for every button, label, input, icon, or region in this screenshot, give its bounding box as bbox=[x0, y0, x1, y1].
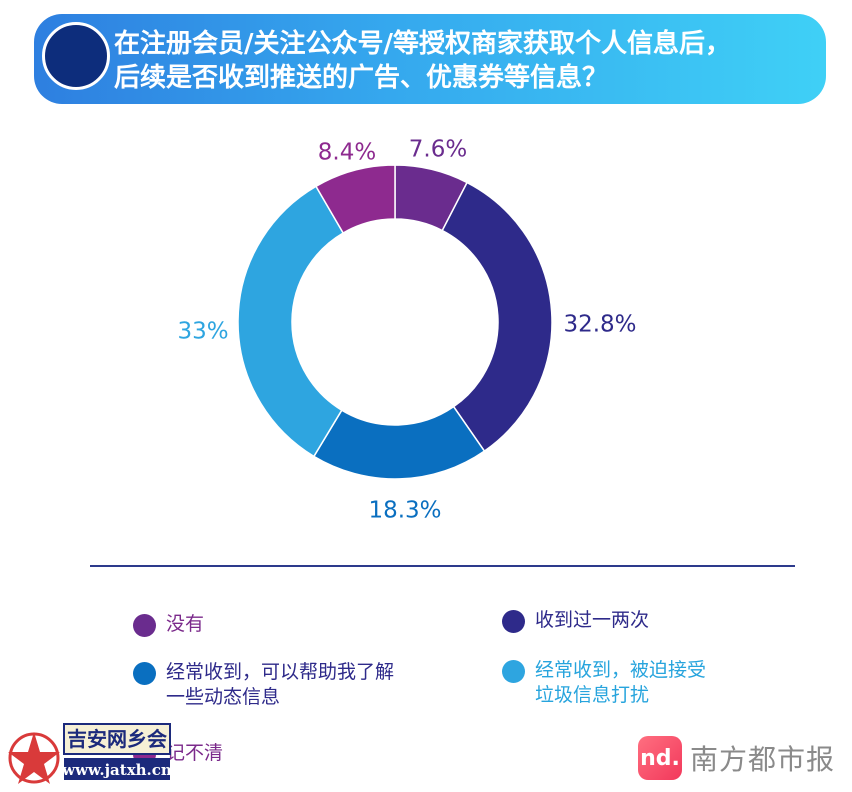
slice-percent-label: 18.3% bbox=[368, 498, 441, 524]
legend-swatch bbox=[502, 610, 525, 633]
legend-label-line1: 经常收到，可以帮助我了解 bbox=[166, 661, 395, 683]
header-badge bbox=[42, 22, 110, 90]
watermark-site-text: 吉安网乡会 bbox=[67, 727, 167, 751]
brand-logo: nd. 南方都市报 bbox=[638, 736, 835, 780]
legend-item-once-twice: 收到过一两次 bbox=[502, 608, 785, 633]
donut-slice bbox=[312, 405, 486, 480]
donut-slice bbox=[237, 185, 345, 458]
legend-label-line2: 垃圾信息打扰 bbox=[535, 684, 650, 706]
header-banner: 在注册会员/关注公众号/等授权商家获取个人信息后， 后续是否收到推送的广告、优惠… bbox=[34, 14, 826, 104]
slice-percent-label: 32.8% bbox=[563, 312, 636, 338]
slice-percent-label: 33% bbox=[177, 319, 228, 345]
legend-swatch bbox=[133, 662, 156, 685]
legend-label: 没有 bbox=[166, 613, 205, 635]
legend-label: 记不清 bbox=[166, 742, 224, 764]
brand-name: 南方都市报 bbox=[690, 743, 836, 776]
legend-label: 经常收到，被迫接受 垃圾信息打扰 bbox=[535, 658, 785, 708]
legend-item-often-helpful: 经常收到，可以帮助我了解 一些动态信息 bbox=[133, 660, 416, 710]
legend-label-line2: 一些动态信息 bbox=[166, 686, 281, 708]
donut-chart: 7.6% 32.8% 18.3% 33% 8.4% bbox=[177, 137, 636, 524]
legend-item-none: 没有 bbox=[133, 612, 416, 637]
brand-mark: nd. bbox=[638, 736, 682, 780]
donut-slice bbox=[314, 164, 396, 235]
title-line-1: 在注册会员/关注公众号/等授权商家获取个人信息后， bbox=[114, 29, 731, 59]
legend-item-often-spam: 经常收到，被迫接受 垃圾信息打扰 bbox=[502, 658, 785, 708]
slice-percent-label: 7.6% bbox=[409, 137, 467, 163]
watermark-url: www.jatxh.cn bbox=[61, 761, 172, 779]
legend-label-line1: 经常收到，被迫接受 bbox=[535, 659, 707, 681]
donut-slice bbox=[441, 181, 553, 453]
slice-percent-label: 8.4% bbox=[318, 140, 376, 166]
legend-swatch bbox=[502, 660, 525, 683]
divider bbox=[90, 565, 795, 567]
title-line-2: 后续是否收到推送的广告、优惠券等信息？ bbox=[114, 63, 609, 93]
chart-title: 在注册会员/关注公众号/等授权商家获取个人信息后， 后续是否收到推送的广告、优惠… bbox=[114, 27, 814, 95]
watermark-logo: 吉安网乡会 www.jatxh.cn bbox=[8, 723, 172, 784]
legend-label: 经常收到，可以帮助我了解 一些动态信息 bbox=[166, 660, 416, 710]
legend-label: 收到过一两次 bbox=[535, 609, 650, 631]
legend-swatch bbox=[133, 614, 156, 637]
legend-item-forgot: 记不清 bbox=[133, 741, 416, 766]
